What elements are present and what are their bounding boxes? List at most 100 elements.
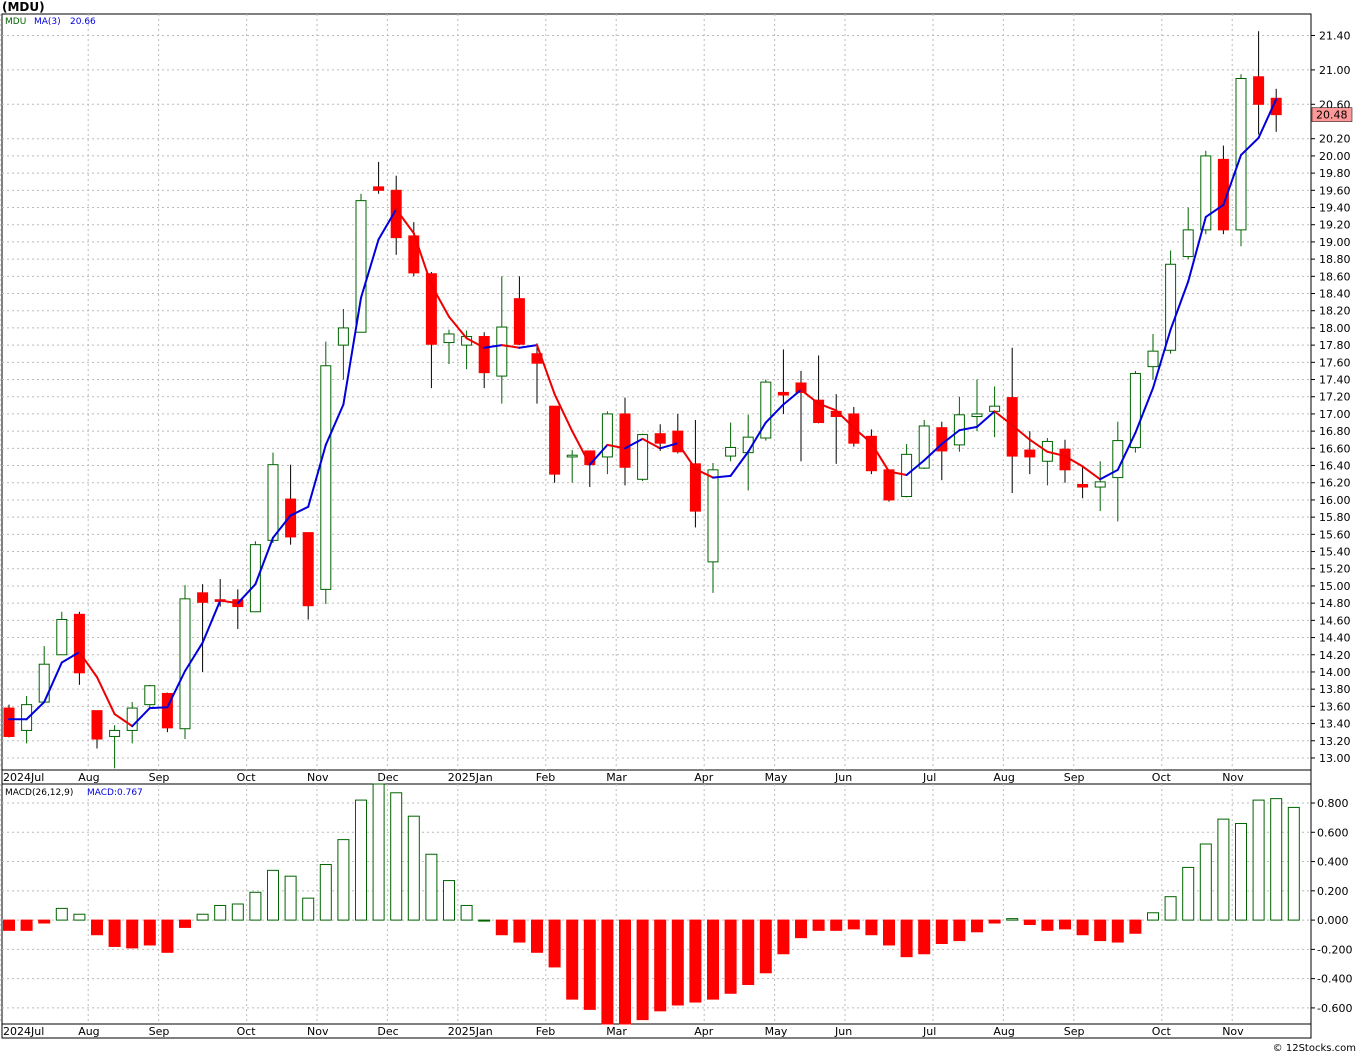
price-y-tick-label: 15.80 <box>1319 511 1351 524</box>
macd-bar <box>372 783 385 921</box>
macd-y-tick-label: -0.200 <box>1317 943 1352 956</box>
ma3-segment <box>60 651 81 664</box>
macd-bar <box>971 919 983 933</box>
price-y-axis: 13.00 13.20 13.40 13.60 13.80 14.00 14.20 14.40… <box>1311 30 1351 765</box>
macd-x-tick-label: Sep <box>1064 1025 1085 1038</box>
macd-x-tick-label: Aug <box>78 1025 99 1038</box>
ma3-segment <box>254 536 274 586</box>
macd-bar <box>143 919 156 946</box>
macd-bar <box>91 919 103 936</box>
macd-bar <box>1059 919 1071 930</box>
price-y-tick-label: 21.00 <box>1319 64 1351 77</box>
candle-body <box>197 592 209 603</box>
ma3-segment <box>1187 215 1207 283</box>
ma3-segment <box>113 713 134 728</box>
price-y-tick-label: 16.40 <box>1319 460 1351 473</box>
price-x-tick-label: 2024Jul <box>3 771 44 784</box>
ma3-segment <box>1257 98 1278 139</box>
macd-bar <box>689 919 702 1003</box>
macd-bar <box>214 904 227 921</box>
price-y-tick-label: 14.60 <box>1319 614 1351 627</box>
macd-bar <box>1182 866 1195 921</box>
ma3-segment <box>1169 280 1190 331</box>
price-x-tick-label: Aug <box>78 771 99 784</box>
candle-body <box>865 435 877 472</box>
ma3-segment <box>712 474 732 479</box>
macd-bar <box>179 919 191 928</box>
ma3-segment <box>96 676 116 716</box>
price-y-tick-label: 18.60 <box>1319 270 1351 283</box>
macd-bar <box>988 919 1001 924</box>
ma3-segment <box>553 393 574 433</box>
ma3-segment <box>1028 438 1049 453</box>
candle-body <box>478 336 490 374</box>
candle-body <box>443 333 455 344</box>
ma3-segment <box>1064 455 1084 468</box>
candle-body <box>1165 263 1177 351</box>
ma3-segment <box>940 429 961 446</box>
price-y-tick-label: 14.00 <box>1319 666 1351 679</box>
candle-body <box>672 430 684 453</box>
price-y-tick-label: 15.60 <box>1319 528 1351 541</box>
candle-body <box>637 434 649 480</box>
macd-bar <box>196 913 209 921</box>
watermark: © 12Stocks.com <box>1272 1043 1356 1054</box>
price-x-tick-label: May <box>765 771 788 784</box>
macd-x-tick-label: Oct <box>1152 1025 1172 1038</box>
candle-body <box>355 200 367 333</box>
price-x-tick-label: Oct <box>1152 771 1172 784</box>
macd-bar <box>284 875 297 921</box>
macd-bar <box>935 919 948 945</box>
macd-bar <box>495 919 508 936</box>
candle-body <box>707 469 719 563</box>
price-y-tick-label: 15.40 <box>1319 546 1351 559</box>
candle-body <box>144 685 156 706</box>
price-y-tick-label: 19.20 <box>1319 219 1351 232</box>
candle-body <box>1024 449 1036 458</box>
price-legend-ma-value: 20.66 <box>70 17 96 27</box>
ma3-segment <box>993 410 1014 427</box>
candle-body <box>302 532 314 607</box>
macd-bar <box>425 853 438 921</box>
macd-bar <box>601 919 614 1025</box>
price-y-tick-label: 13.40 <box>1319 718 1351 731</box>
macd-bar <box>583 919 596 1010</box>
candle-body <box>21 704 33 731</box>
macd-bar <box>953 919 966 942</box>
macd-grid <box>0 784 1311 1024</box>
macd-x-tick-label: Dec <box>377 1025 398 1038</box>
candle-body <box>1217 158 1229 231</box>
macd-histogram <box>3 783 1300 1025</box>
ma3-segment <box>747 421 767 453</box>
price-y-tick-label: 13.80 <box>1319 683 1351 696</box>
candle-body <box>320 365 332 590</box>
price-y-tick-label: 14.80 <box>1319 597 1351 610</box>
macd-bar <box>38 919 51 924</box>
price-y-tick-label: 17.20 <box>1319 391 1351 404</box>
ma3-segment <box>1081 465 1102 481</box>
price-x-tick-label: Mar <box>606 771 627 784</box>
ma3-segment <box>465 337 486 349</box>
macd-x-tick-label: May <box>765 1025 788 1038</box>
price-x-tick-label: Jun <box>834 771 852 784</box>
ma3-segment <box>448 315 468 340</box>
chart-symbol-title: (MDU) <box>2 0 45 14</box>
macd-bar <box>900 919 913 958</box>
macd-bar <box>20 919 33 931</box>
price-y-tick-label: 13.00 <box>1319 752 1351 765</box>
ma3-segment <box>272 514 292 539</box>
macd-x-tick-label: Sep <box>149 1025 170 1038</box>
price-x-tick-label: Sep <box>1064 771 1085 784</box>
macd-bar <box>249 891 262 921</box>
macd-y-tick-label: 0.400 <box>1317 856 1349 869</box>
ma3-segment <box>1011 424 1031 441</box>
ma3-segment <box>324 403 345 446</box>
macd-bar <box>231 903 244 921</box>
price-y-tick-label: 15.00 <box>1319 580 1351 593</box>
ma3-segment <box>377 208 398 241</box>
macd-bar <box>619 919 631 1025</box>
candle-body <box>109 729 121 737</box>
price-x-tick-label: Sep <box>149 771 170 784</box>
candle-body <box>1094 481 1106 488</box>
ma3-line <box>8 98 1278 728</box>
